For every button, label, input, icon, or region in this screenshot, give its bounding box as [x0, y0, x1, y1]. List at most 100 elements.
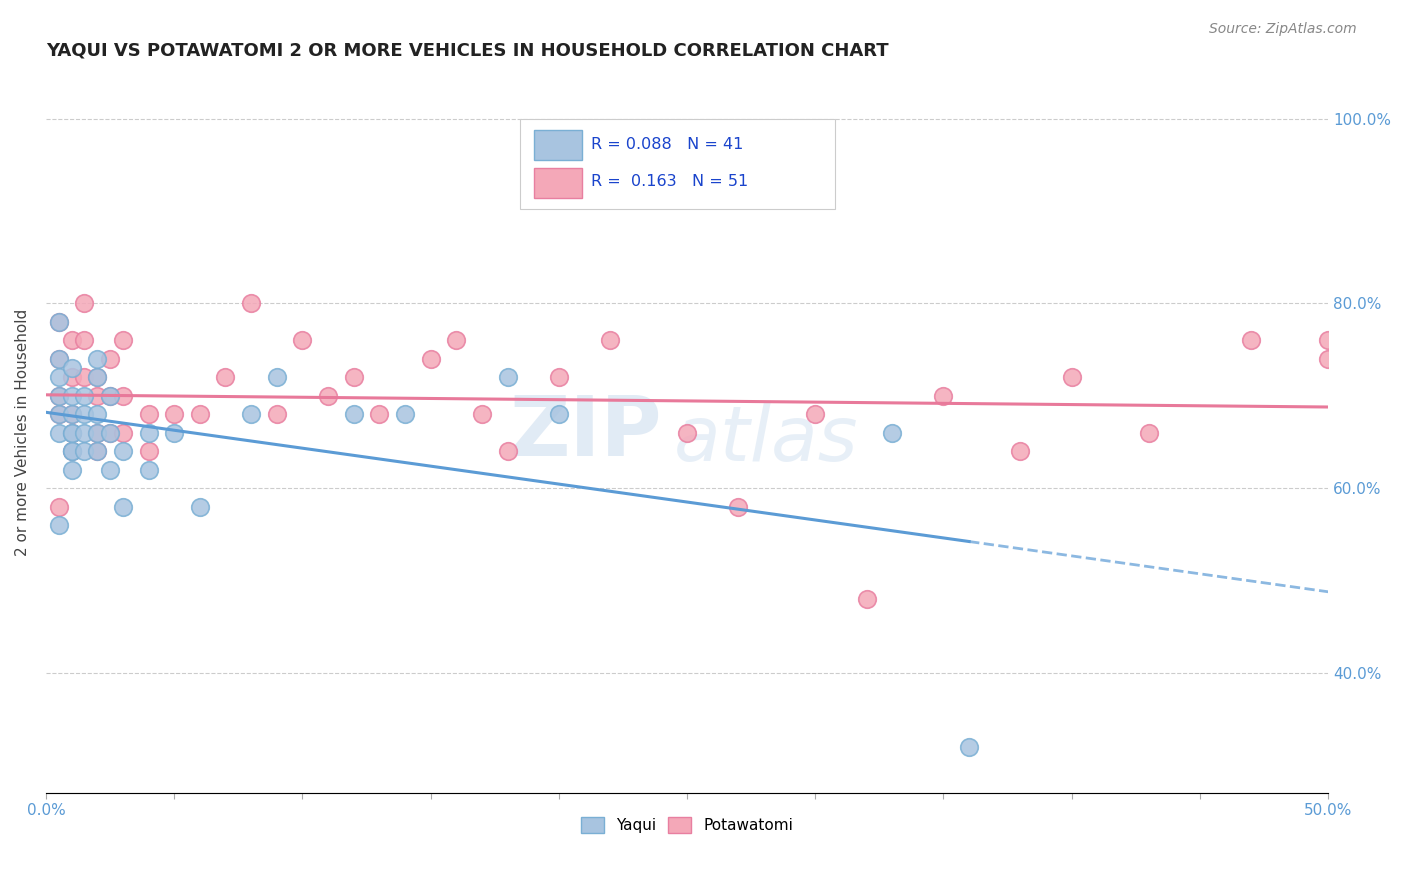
Point: [214, 370, 236, 384]
Point: [48, 500, 70, 514]
Point: [73, 407, 96, 421]
Point: [1010, 444, 1032, 458]
Point: [60, 444, 83, 458]
Point: [1137, 425, 1160, 440]
Point: [73, 425, 96, 440]
Point: [60, 425, 83, 440]
Point: [86, 444, 108, 458]
Point: [48, 370, 70, 384]
Point: [73, 444, 96, 458]
Point: [804, 407, 827, 421]
Point: [291, 334, 314, 348]
Point: [86, 370, 108, 384]
Point: [86, 444, 108, 458]
Text: ZIP: ZIP: [509, 392, 661, 474]
Point: [343, 407, 366, 421]
Point: [60, 407, 83, 421]
Point: [48, 389, 70, 403]
Point: [138, 425, 160, 440]
Point: [496, 444, 519, 458]
Y-axis label: 2 or more Vehicles in Household: 2 or more Vehicles in Household: [15, 310, 30, 557]
Point: [48, 351, 70, 366]
Point: [60, 444, 83, 458]
Point: [86, 389, 108, 403]
Point: [48, 425, 70, 440]
Point: [98, 351, 121, 366]
Point: [368, 407, 391, 421]
Point: [138, 463, 160, 477]
Point: [163, 407, 186, 421]
Point: [48, 389, 70, 403]
Point: [188, 500, 211, 514]
Point: [98, 425, 121, 440]
Point: [316, 389, 339, 403]
Point: [111, 389, 134, 403]
Point: [138, 407, 160, 421]
Point: [60, 370, 83, 384]
Text: atlas: atlas: [675, 403, 859, 477]
Point: [48, 315, 70, 329]
Point: [599, 334, 621, 348]
Text: R = 0.088   N = 41: R = 0.088 N = 41: [591, 137, 744, 152]
Text: YAQUI VS POTAWATOMI 2 OR MORE VEHICLES IN HOUSEHOLD CORRELATION CHART: YAQUI VS POTAWATOMI 2 OR MORE VEHICLES I…: [46, 42, 889, 60]
Point: [60, 389, 83, 403]
Point: [111, 425, 134, 440]
Point: [343, 370, 366, 384]
Point: [73, 334, 96, 348]
Point: [48, 407, 70, 421]
Point: [98, 463, 121, 477]
Point: [957, 739, 980, 754]
Point: [163, 425, 186, 440]
Point: [60, 463, 83, 477]
Point: [111, 334, 134, 348]
Text: Source: ZipAtlas.com: Source: ZipAtlas.com: [1209, 22, 1357, 37]
Legend: Yaqui, Potawatomi: Yaqui, Potawatomi: [575, 811, 800, 839]
Point: [1317, 334, 1340, 348]
Point: [60, 444, 83, 458]
Point: [86, 351, 108, 366]
Point: [882, 425, 904, 440]
Point: [48, 351, 70, 366]
Point: [73, 296, 96, 310]
Point: [60, 361, 83, 376]
Point: [1240, 334, 1263, 348]
Point: [266, 407, 288, 421]
FancyBboxPatch shape: [534, 130, 582, 161]
Point: [855, 592, 877, 607]
Point: [266, 370, 288, 384]
Point: [932, 389, 955, 403]
Point: [86, 425, 108, 440]
Point: [98, 389, 121, 403]
Point: [60, 425, 83, 440]
Point: [60, 407, 83, 421]
Point: [547, 370, 569, 384]
Point: [547, 407, 569, 421]
Point: [60, 334, 83, 348]
Point: [86, 407, 108, 421]
Point: [73, 389, 96, 403]
Point: [98, 389, 121, 403]
Point: [111, 500, 134, 514]
Point: [73, 370, 96, 384]
Point: [188, 407, 211, 421]
Point: [86, 370, 108, 384]
Point: [727, 500, 749, 514]
Point: [1317, 351, 1340, 366]
Point: [471, 407, 494, 421]
Point: [111, 444, 134, 458]
Point: [676, 425, 699, 440]
Text: R =  0.163   N = 51: R = 0.163 N = 51: [591, 175, 748, 189]
Point: [240, 407, 263, 421]
Point: [86, 425, 108, 440]
Point: [1060, 370, 1083, 384]
Point: [138, 444, 160, 458]
Point: [446, 334, 468, 348]
Point: [394, 407, 416, 421]
Point: [496, 370, 519, 384]
Point: [48, 315, 70, 329]
Point: [240, 296, 263, 310]
Point: [419, 351, 441, 366]
Point: [48, 518, 70, 533]
Point: [60, 425, 83, 440]
Point: [98, 425, 121, 440]
